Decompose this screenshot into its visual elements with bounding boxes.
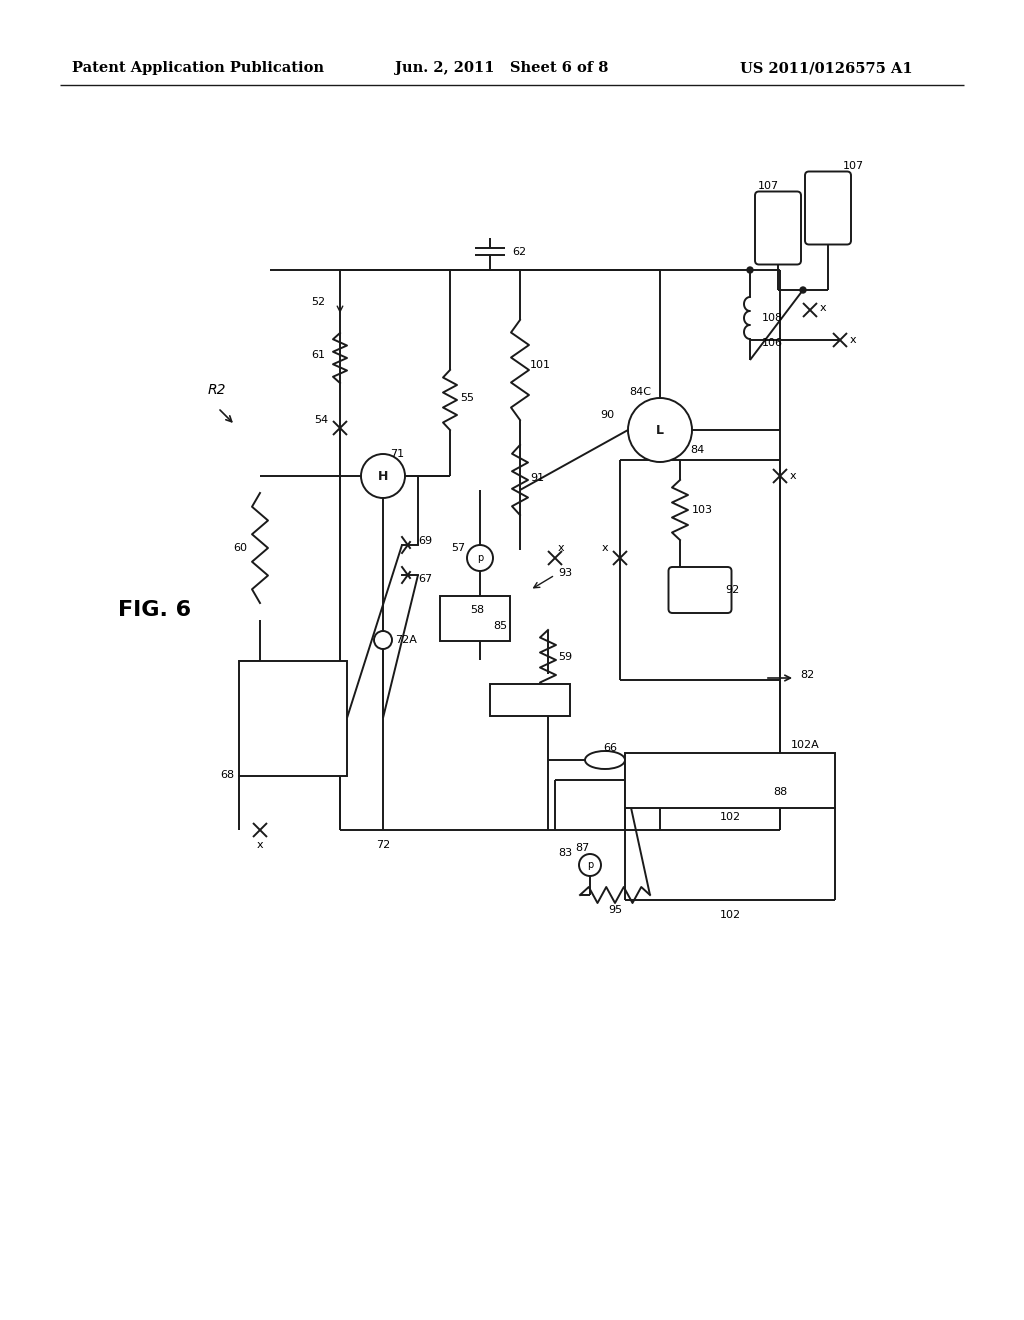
Text: 107: 107	[758, 181, 778, 191]
Text: 106: 106	[762, 338, 783, 348]
Text: 66: 66	[603, 743, 617, 752]
Text: H: H	[378, 470, 388, 483]
Text: p: p	[477, 553, 483, 564]
Text: 60: 60	[233, 543, 247, 553]
Text: 107: 107	[843, 161, 863, 172]
Text: 90: 90	[600, 411, 614, 420]
Text: US 2011/0126575 A1: US 2011/0126575 A1	[740, 61, 912, 75]
Text: x: x	[790, 471, 797, 480]
Text: 67: 67	[418, 574, 432, 583]
Text: 69: 69	[418, 536, 432, 546]
Text: 108: 108	[762, 313, 783, 323]
FancyBboxPatch shape	[669, 568, 731, 612]
Text: p: p	[587, 861, 593, 870]
Text: 102: 102	[720, 812, 740, 822]
Text: 87: 87	[574, 843, 589, 853]
Text: 59: 59	[558, 652, 572, 663]
Text: 57: 57	[451, 543, 465, 553]
Text: 102: 102	[720, 909, 740, 920]
Text: 71: 71	[390, 449, 404, 459]
Text: x: x	[558, 543, 564, 553]
Bar	[625, 752, 835, 808]
Text: 84C: 84C	[629, 387, 651, 397]
Text: 72A: 72A	[395, 635, 417, 645]
Ellipse shape	[585, 751, 625, 770]
Bar	[490, 684, 570, 715]
Text: 72: 72	[376, 840, 390, 850]
Bar	[239, 660, 347, 776]
Text: L: L	[656, 424, 664, 437]
Circle shape	[628, 399, 692, 462]
Text: 61: 61	[311, 350, 325, 360]
Circle shape	[579, 854, 601, 876]
Text: 68: 68	[220, 770, 234, 780]
Text: x: x	[601, 543, 608, 553]
Text: Patent Application Publication: Patent Application Publication	[72, 61, 324, 75]
Text: 92: 92	[725, 585, 739, 595]
Text: 103: 103	[692, 506, 713, 515]
Text: 93: 93	[558, 568, 572, 578]
Circle shape	[374, 631, 392, 649]
Text: 91: 91	[530, 473, 544, 483]
Text: FIG. 6: FIG. 6	[118, 601, 191, 620]
Text: x: x	[820, 304, 826, 313]
Text: 55: 55	[460, 393, 474, 403]
Text: 102A: 102A	[791, 741, 819, 750]
Text: 58: 58	[470, 605, 484, 615]
Text: 95: 95	[608, 906, 622, 915]
Text: 83: 83	[558, 847, 572, 858]
Text: 54: 54	[314, 414, 328, 425]
Text: 101: 101	[530, 360, 551, 370]
Text: x: x	[257, 840, 263, 850]
Bar	[440, 595, 510, 640]
Text: 85: 85	[493, 620, 507, 631]
FancyBboxPatch shape	[805, 172, 851, 244]
FancyBboxPatch shape	[755, 191, 801, 264]
Text: 84: 84	[690, 445, 705, 455]
Text: 62: 62	[512, 247, 526, 257]
Text: R2: R2	[208, 383, 226, 397]
Text: 56: 56	[523, 696, 537, 705]
Text: x: x	[850, 335, 857, 345]
Text: 82: 82	[800, 671, 814, 680]
Text: 88: 88	[773, 787, 787, 797]
Circle shape	[800, 286, 806, 293]
Text: 52: 52	[311, 297, 325, 308]
Circle shape	[361, 454, 406, 498]
Circle shape	[467, 545, 493, 572]
Circle shape	[746, 267, 753, 273]
Text: Jun. 2, 2011   Sheet 6 of 8: Jun. 2, 2011 Sheet 6 of 8	[395, 61, 608, 75]
